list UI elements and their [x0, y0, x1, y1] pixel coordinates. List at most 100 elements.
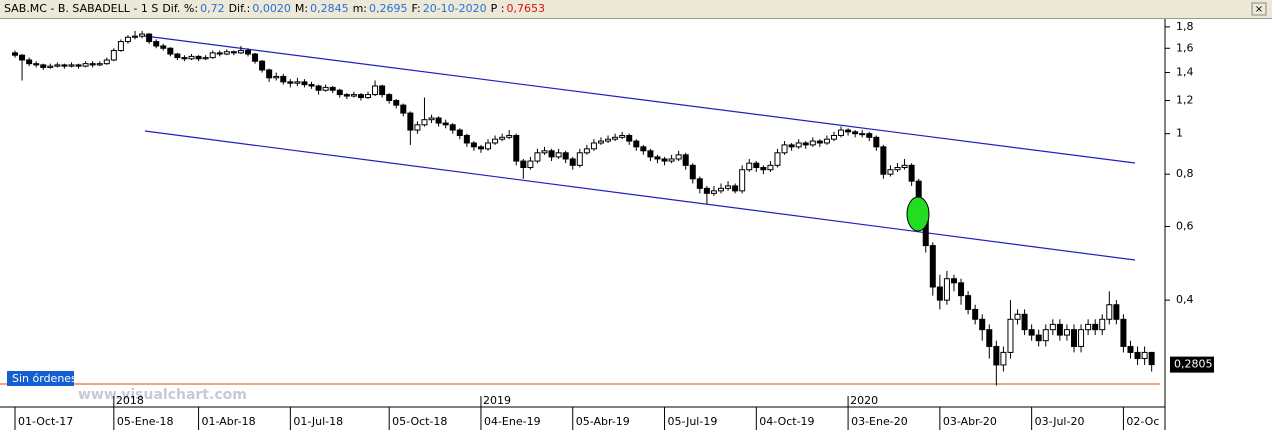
candle-body: [1085, 323, 1092, 331]
candle-body: [181, 57, 188, 60]
candle-body: [908, 164, 915, 182]
candle-body: [1014, 313, 1021, 320]
candle-body: [132, 35, 139, 38]
close-button[interactable]: [1251, 2, 1267, 16]
candle-body: [499, 136, 506, 140]
candle-body: [68, 64, 75, 67]
candle-body: [838, 129, 845, 136]
candle-body: [372, 85, 379, 96]
candle-body: [1007, 318, 1014, 353]
candle-body: [26, 59, 33, 65]
stat-value: 20-10-2020: [422, 2, 487, 15]
candle-body: [703, 187, 710, 194]
candle-body: [696, 178, 703, 189]
candle-body: [442, 122, 449, 126]
candle-body: [1042, 329, 1049, 342]
candle-body: [647, 150, 654, 158]
candle-body: [287, 81, 294, 84]
candle-body: [12, 52, 18, 56]
candle-body: [809, 140, 816, 146]
candle-body: [541, 150, 548, 154]
candle-body: [725, 185, 732, 189]
badge: [7, 371, 74, 386]
candle-body: [1141, 351, 1148, 360]
candle-body: [174, 53, 181, 59]
trend-line: [144, 130, 1136, 261]
candle-body: [1134, 351, 1141, 360]
candle-body: [449, 124, 456, 131]
candle-body: [1063, 329, 1070, 336]
candle-body: [816, 140, 823, 144]
candle-body: [82, 63, 89, 67]
candle-body: [301, 81, 308, 86]
candle-body: [223, 51, 230, 55]
candle-body: [1099, 318, 1106, 331]
x-tick-label: 01-Jul-18: [293, 415, 343, 428]
y-tick-label: 1,6: [1176, 41, 1194, 54]
candle-body: [230, 51, 237, 54]
candle-body: [160, 45, 167, 49]
candle-body: [548, 150, 555, 158]
y-tick-label: 0,8: [1176, 167, 1194, 180]
watermark: www.visualchart.com: [78, 387, 247, 403]
year-label: 2018: [116, 394, 144, 407]
candle-body: [393, 100, 400, 106]
candle-body: [795, 142, 802, 148]
candle-body: [315, 85, 322, 91]
candle-body: [322, 86, 329, 91]
candle-body: [485, 142, 492, 150]
header: SAB.MC - B. SABADELL - 1 S Dif. %: 0,72 Dif…: [0, 0, 1272, 19]
x-tick-label: 05-Ene-18: [117, 415, 174, 428]
candle-body: [40, 64, 47, 68]
candle-body: [202, 57, 209, 60]
candle-body: [746, 162, 753, 171]
candle-body: [33, 63, 40, 66]
x-tick-label: 05-Oct-18: [392, 415, 447, 428]
candle-body: [936, 286, 943, 301]
candle-body: [590, 142, 597, 150]
candle-body: [252, 53, 259, 62]
candle-body: [661, 158, 668, 162]
candle-body: [400, 104, 407, 114]
candle-body: [887, 169, 894, 175]
candle-body: [527, 160, 534, 169]
candle-body: [273, 75, 280, 79]
candle-body: [1148, 351, 1155, 366]
stat-label: F:: [411, 2, 421, 15]
candle-body: [710, 190, 717, 194]
candle-body: [96, 63, 103, 66]
candle-body: [336, 89, 343, 96]
candle-body: [534, 152, 541, 162]
candle-body: [103, 59, 110, 65]
candle-body: [139, 33, 146, 37]
candle-body: [1120, 318, 1127, 347]
highlight: [906, 196, 930, 232]
candle-body: [555, 152, 562, 158]
candle-body: [280, 75, 287, 83]
candle-body: [294, 81, 301, 84]
candle-body: [675, 154, 682, 160]
candle-body: [1021, 313, 1028, 331]
candle-body: [979, 318, 986, 331]
x-tick-label: 05-Jul-19: [668, 415, 718, 428]
candle-body: [682, 154, 689, 166]
candle-body: [597, 140, 604, 144]
candle-body: [414, 124, 421, 131]
candle-body: [463, 134, 470, 144]
candle-body: [562, 152, 569, 160]
candle-body: [774, 152, 781, 166]
stat-value: 0,72: [200, 2, 225, 15]
candle-body: [569, 158, 576, 166]
candle-body: [195, 55, 202, 60]
candle-body: [1035, 334, 1042, 342]
candle-body: [845, 129, 852, 133]
candle-body: [435, 117, 442, 124]
stat-label: Dif.:: [228, 2, 251, 15]
stat-label: Dif. %:: [162, 2, 199, 15]
candle-body: [1106, 304, 1113, 320]
candle-body: [654, 156, 661, 160]
candle-body: [379, 85, 386, 96]
candle-body: [612, 136, 619, 140]
candle-body: [54, 64, 61, 67]
